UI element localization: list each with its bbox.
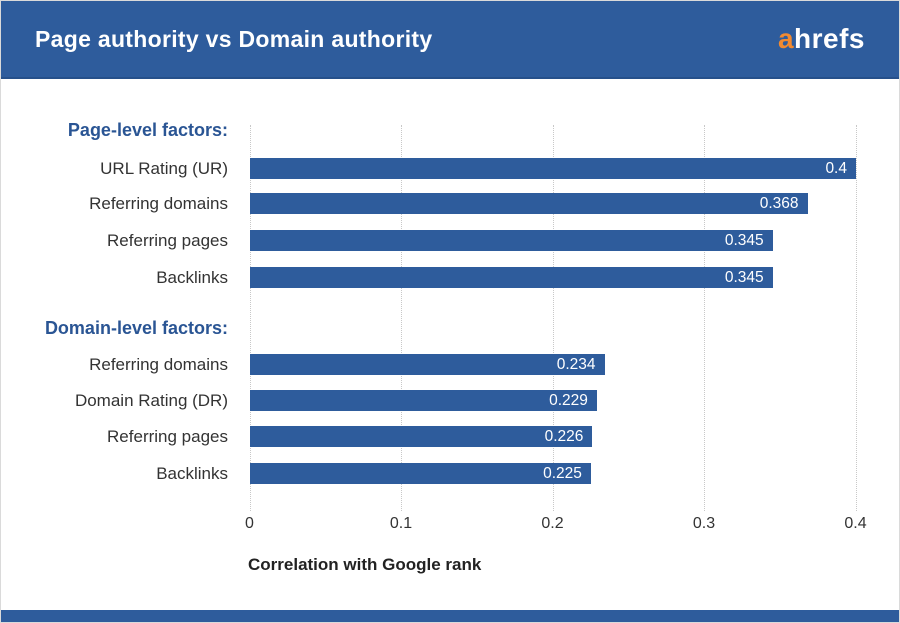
ahrefs-logo: ahrefs [778, 23, 865, 55]
logo-rest: hrefs [794, 23, 865, 54]
gridline [704, 125, 705, 511]
bar-row: 0.345 [250, 230, 856, 251]
bar-value-label: 0.4 [825, 160, 847, 177]
bar-value-label: 0.345 [724, 269, 764, 286]
bar-value-label: 0.234 [556, 356, 596, 373]
bar-value-label: 0.345 [724, 232, 764, 249]
bar-label: Backlinks [156, 464, 228, 483]
bar-row: 0.226 [250, 426, 856, 447]
bar-label: Referring pages [107, 427, 228, 446]
x-tick: 0.3 [692, 515, 716, 532]
header-bar: Page authority vs Domain authority ahref… [1, 1, 899, 79]
bar-label: Referring domains [89, 194, 228, 213]
logo-accent-letter: a [777, 23, 795, 54]
bar: 0.229 [250, 390, 597, 411]
bar-label: URL Rating (UR) [100, 159, 228, 178]
bar-row: 0.368 [250, 193, 856, 214]
section-heading-page-level: Page-level factors: [67, 120, 228, 140]
bar: 0.234 [250, 354, 605, 375]
section-heading-domain-level: Domain-level factors: [44, 318, 228, 338]
bar: 0.4 [250, 158, 856, 179]
gridline [552, 125, 554, 511]
bar: 0.226 [250, 426, 593, 447]
bar-row: 0.229 [250, 390, 856, 411]
x-tick: 0.1 [389, 515, 413, 532]
bar-row: 0.4 [250, 158, 856, 179]
gridline [401, 125, 402, 511]
x-tick: 0.4 [844, 515, 867, 532]
bar-value-label: 0.368 [759, 195, 799, 212]
x-tick: 0.2 [541, 515, 564, 532]
page-title: Page authority vs Domain authority [35, 25, 433, 52]
gridline [249, 125, 251, 511]
bar: 0.345 [250, 230, 773, 251]
bar-value-label: 0.226 [544, 428, 584, 445]
footer-bar [1, 610, 899, 622]
gridline [855, 125, 857, 511]
bar: 0.368 [250, 193, 808, 214]
bar-value-label: 0.229 [549, 392, 588, 409]
bar: 0.225 [250, 463, 591, 484]
bar-value-label: 0.225 [543, 465, 582, 482]
bar-label: Backlinks [156, 268, 228, 287]
bar: 0.345 [250, 267, 773, 288]
x-axis-title: Correlation with Google rank [248, 555, 482, 574]
bar-label: Referring domains [89, 355, 228, 374]
x-tick: 0 [245, 515, 254, 532]
bar-row: 0.225 [250, 463, 856, 484]
bar-label: Referring pages [107, 231, 228, 250]
bar-row: 0.234 [250, 354, 856, 375]
bar-row: 0.345 [250, 267, 856, 288]
bar-label: Domain Rating (DR) [74, 391, 228, 410]
